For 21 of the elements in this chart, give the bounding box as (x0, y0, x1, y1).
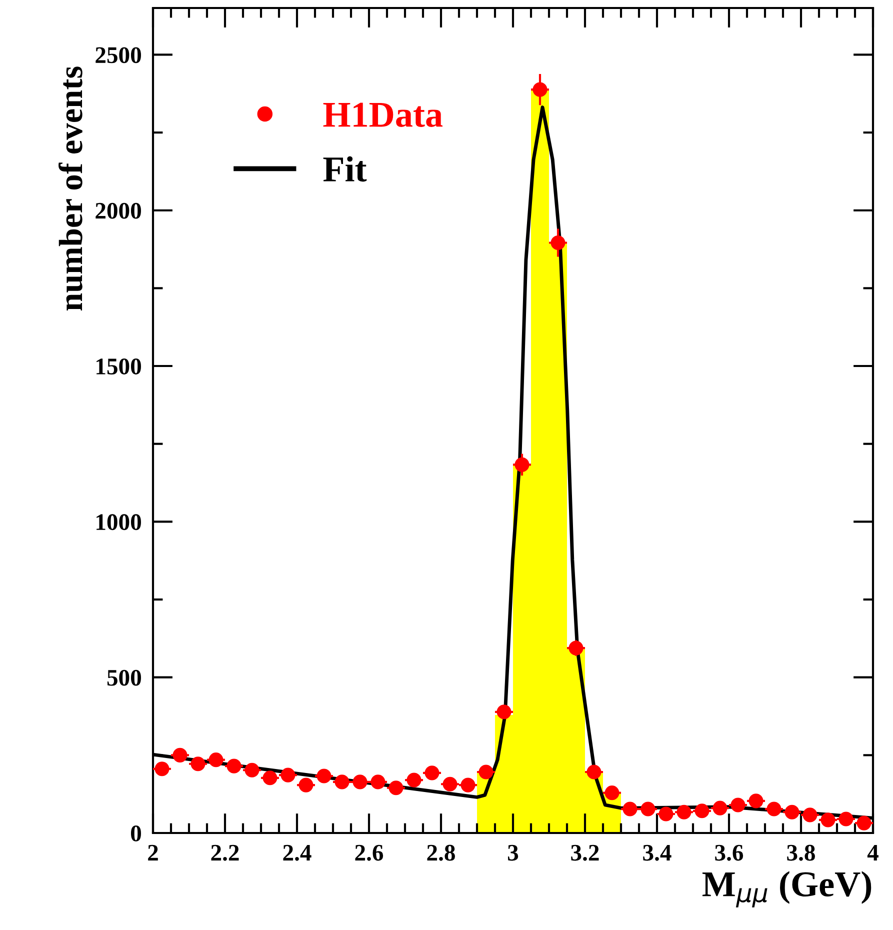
legend-label: Fit (323, 156, 367, 182)
y-tick-label: 1500 (96, 358, 141, 374)
x-tick-label: 3 (508, 844, 518, 861)
y-tick-label: 0 (130, 825, 141, 842)
y-tick-label: 2000 (96, 202, 141, 219)
legend-label: H1Data (323, 102, 442, 127)
x-tick-label: 2.2 (211, 844, 239, 861)
y-tick-label: 2500 (96, 47, 141, 64)
x-tick-label: 3.4 (643, 844, 672, 861)
x-tick-label: 3.6 (715, 844, 744, 861)
x-tick-label: 3.8 (787, 844, 815, 861)
y-tick-label: 500 (107, 670, 141, 686)
x-tick-label: 2.8 (427, 844, 455, 861)
x-tick-label: 2.6 (355, 844, 384, 861)
x-tick-label: 3.2 (571, 844, 599, 861)
x-tick-label: 2 (148, 844, 158, 860)
x-tick-label: 4 (867, 844, 878, 860)
y-axis-title: number of events (58, 66, 82, 311)
x-tick-label: 2.4 (283, 844, 312, 861)
x-axis-title: M$_{μμ}$ (GeV) (702, 871, 872, 908)
y-tick-label: 1000 (96, 514, 141, 530)
